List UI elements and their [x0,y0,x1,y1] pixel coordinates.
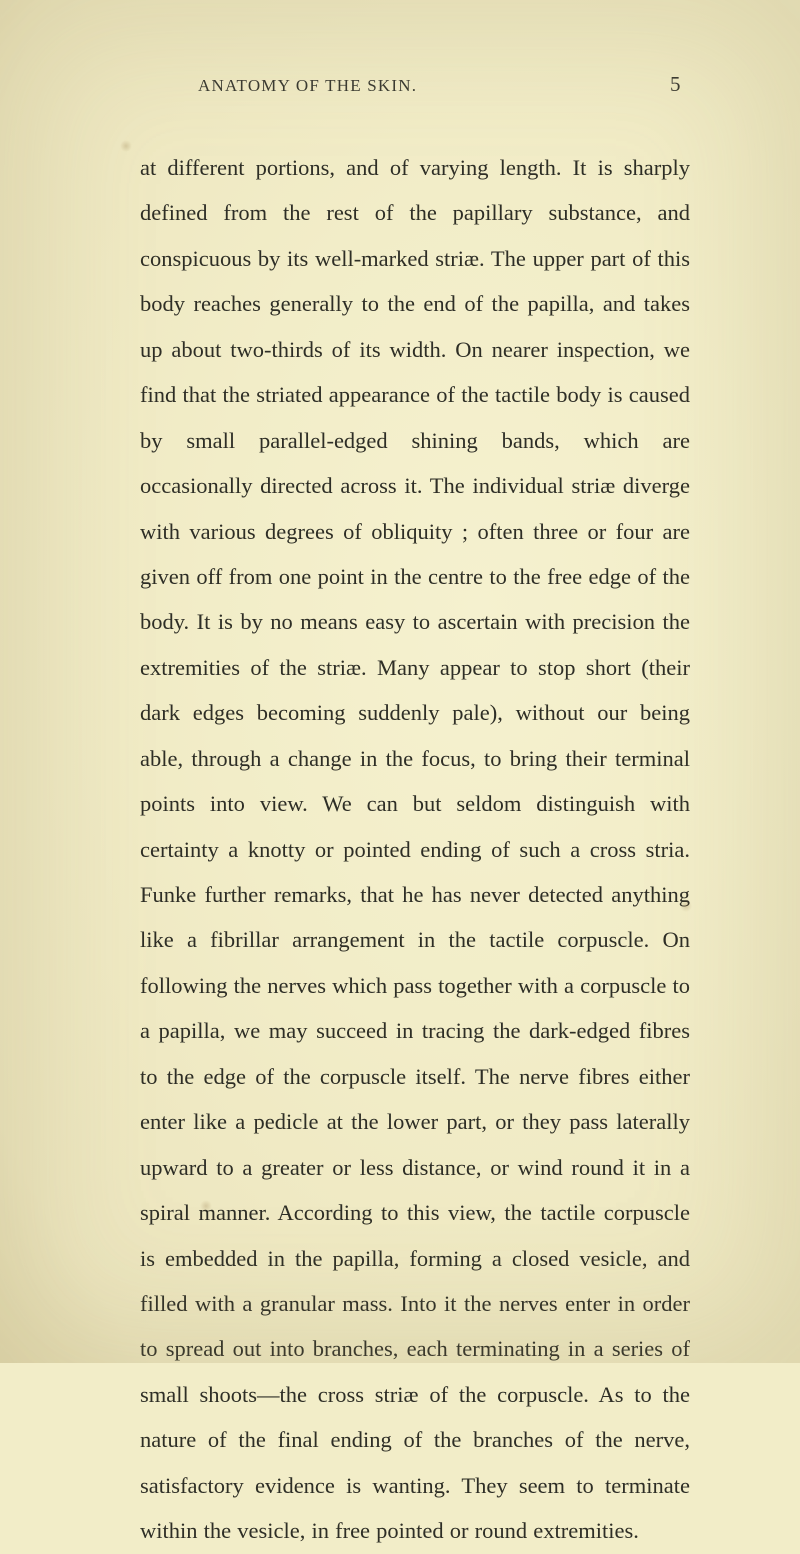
book-page: ANATOMY OF THE SKIN. 5 at different port… [0,0,800,1363]
running-head-title: ANATOMY OF THE SKIN. [198,76,417,96]
paper-foxing-spot [120,140,132,152]
body-paragraph: at different portions, and of varying le… [140,145,690,1554]
page-number: 5 [670,72,682,97]
running-head: ANATOMY OF THE SKIN. 5 [140,72,690,97]
body-text-block: at different portions, and of varying le… [140,145,690,1554]
